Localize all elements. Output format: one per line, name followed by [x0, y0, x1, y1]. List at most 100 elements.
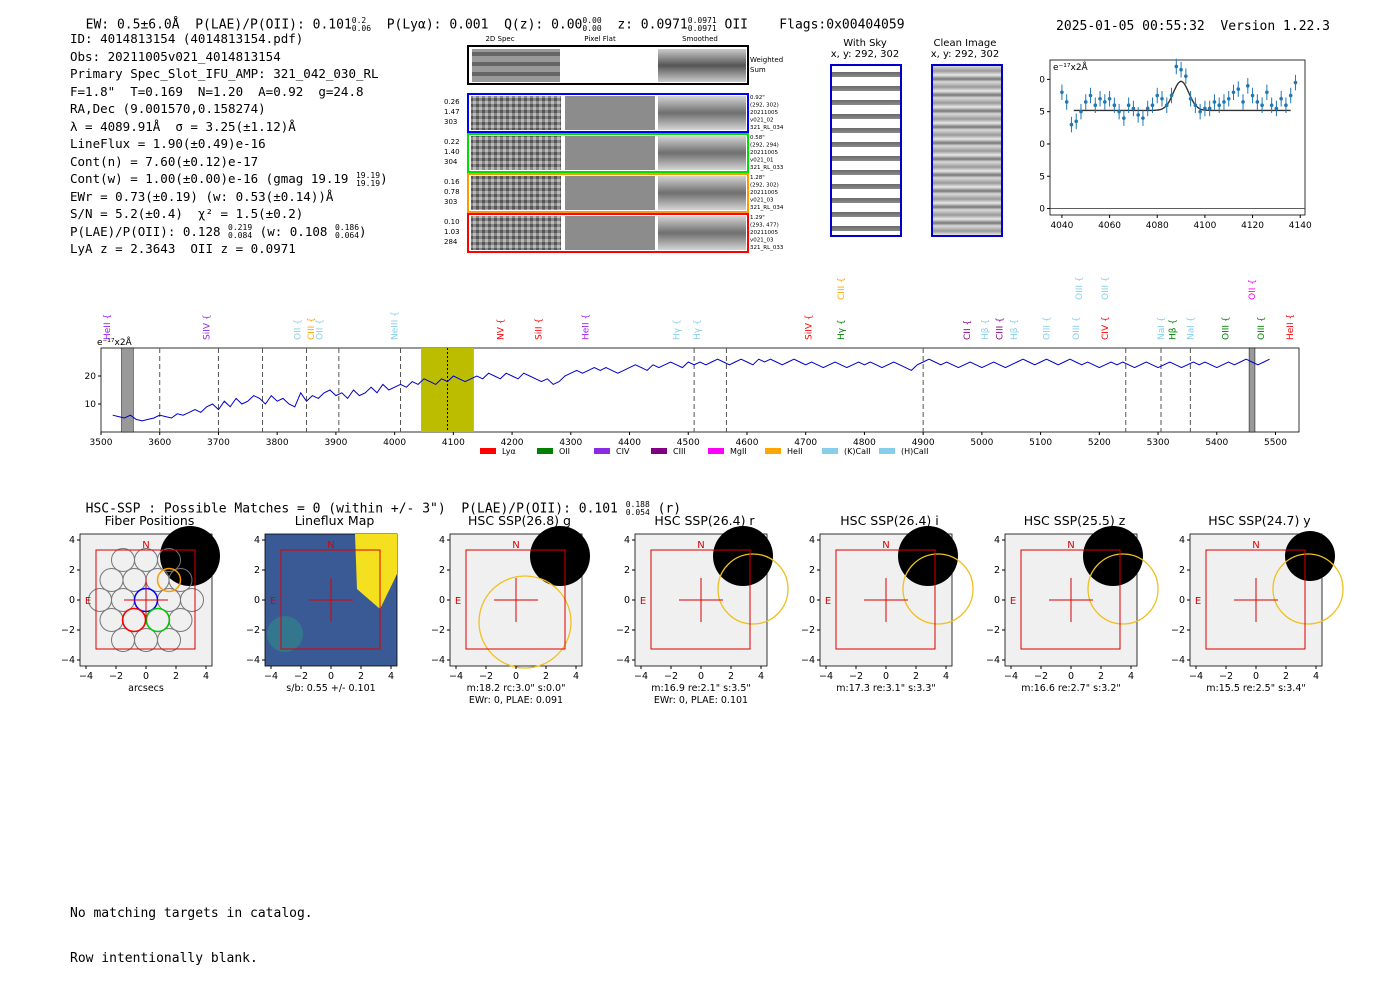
emission-line-label: CIII { [837, 277, 847, 300]
zoom-xtick-label: 4080 [1146, 221, 1169, 231]
zoom-point [1284, 103, 1288, 108]
cutout-right-label: 321_RL_033 [750, 165, 784, 171]
weighted-smooth [658, 49, 746, 82]
emission-line-text: OII { [1248, 279, 1258, 300]
compass-e: E [455, 596, 461, 607]
cutout-left-label: 0.16 [444, 178, 460, 186]
zoom-point [1107, 96, 1112, 101]
imaging-xtick-label: −2 [849, 671, 863, 682]
zoom-point [1255, 100, 1260, 104]
header-qz: Q(z): 0.00 [504, 17, 583, 33]
emission-line-label: SiIV { [805, 314, 815, 340]
zoom-point [1112, 103, 1117, 108]
col-label-pixelflat: Pixel Flat [584, 35, 616, 43]
imaging-xtick-label: 0 [513, 671, 519, 682]
zoom-ytick-label: 5 [1040, 172, 1045, 182]
imaging-ytick-label: −2 [431, 625, 445, 636]
full-masked-band [121, 347, 134, 433]
cutout-left-label: 0.78 [444, 188, 460, 196]
cutout-2dspec [471, 96, 561, 130]
emission-line-text: NV { [496, 319, 506, 340]
cutout-panel: 2D Spec Pixel Flat Smoothed Weighted Sum… [440, 32, 790, 257]
zoom-point [1117, 109, 1121, 114]
info-plae-hi: 0.219 [228, 223, 253, 232]
imaging-ytick-label: −2 [986, 625, 1000, 636]
aperture-ellipse [478, 575, 572, 669]
legend-label: CIII [673, 447, 686, 456]
info-contw: Cont(w) = 1.00(±0.00)e-16 (gmag 19.19 19… [70, 170, 388, 188]
zoom-axes-frame [1049, 59, 1306, 216]
zoom-point [1203, 106, 1207, 111]
zoom-point [1193, 103, 1198, 108]
imaging-title: HSC SSP(26.8) g [468, 513, 571, 528]
hsc-summary-text: HSC-SSP : Possible Matches = 0 (within +… [85, 501, 618, 517]
imaging-ytick-label: −4 [246, 655, 260, 666]
cutout-pixelflat [565, 136, 655, 170]
imaging-xtick-label: −4 [449, 671, 463, 682]
legend-swatch [651, 448, 667, 454]
cutout-2dspec [471, 176, 561, 210]
version: Version 1.22.3 [1220, 19, 1330, 34]
cutout-smoothed [658, 216, 746, 250]
emission-line-text: Hγ { [673, 319, 683, 340]
imaging-xtick-label: 0 [328, 671, 334, 682]
zoom-point [1136, 113, 1140, 117]
imaging-title: Lineflux Map [295, 513, 375, 528]
cutout-left-label: 0.26 [444, 98, 460, 106]
imaging-xtick-label: −2 [294, 671, 308, 682]
full-xtick-label: 4600 [736, 438, 759, 448]
emission-line-label: OIII { [1072, 316, 1082, 340]
emission-line-label: CIII { [307, 317, 317, 340]
compass-n: N [1067, 540, 1074, 551]
legend-label: CIV [616, 447, 630, 456]
emission-line-label: OII { [1248, 279, 1258, 300]
cutout-left-label: 0.22 [444, 138, 460, 146]
imaging-ytick-label: 2 [624, 565, 630, 576]
zoom-ytick-label: 0 [1040, 205, 1045, 215]
imaging-xlabel: m:16.9 re:2.1" s:3.5" [651, 683, 751, 694]
imaging-ytick-label: 0 [809, 595, 815, 606]
cutout-smoothed [658, 96, 746, 130]
aperture-ellipse [1087, 553, 1159, 625]
emission-line-text: SiII { [535, 318, 545, 340]
emission-line-label: NV { [496, 319, 506, 340]
weighted-label-1: Weighted [750, 56, 783, 64]
search-box [465, 549, 566, 650]
compass-e: E [270, 596, 276, 607]
imaging-ytick-label: 4 [1179, 535, 1185, 546]
imaging-xtick-label: 0 [883, 671, 889, 682]
header-z-line: OII [724, 17, 748, 33]
imaging-ytick-label: −4 [61, 655, 75, 666]
header-qz-lo: 0.00 [582, 24, 602, 33]
weighted-label-2: Sum [750, 66, 766, 74]
zoom-point [1288, 93, 1293, 98]
cutout-right-label: 20211005 [750, 150, 778, 156]
with-sky-image [830, 64, 902, 237]
emission-line-text: OII { [315, 319, 325, 340]
compass-n: N [697, 540, 704, 551]
clean-image [931, 64, 1003, 237]
full-axes-frame [100, 347, 1300, 433]
imaging-ytick-label: 0 [254, 595, 260, 606]
imaging-ytick-label: −2 [246, 625, 260, 636]
zoom-point [1207, 106, 1212, 111]
zoom-point [1122, 116, 1126, 120]
compass-n: N [142, 540, 149, 551]
imaging-xtick-label: 2 [728, 671, 734, 682]
cutout-left-label: 1.40 [444, 148, 460, 156]
full-masked-band [1248, 347, 1256, 433]
cutout-right-label: 20211005 [750, 190, 778, 196]
imaging-ytick-label: −2 [1171, 625, 1185, 636]
emission-line-label: NaI { [1186, 317, 1196, 341]
fiber-circle [157, 628, 181, 653]
header-z-lo: 0.0971 [687, 24, 717, 33]
cutout-right-label: (292, 302) [750, 183, 779, 189]
cutout-right-label: 20211005 [750, 230, 778, 236]
imaging-ytick-label: 2 [809, 565, 815, 576]
info-lambda: λ = 4089.91Å σ = 3.25(±1.12)Å [70, 118, 296, 134]
zoom-point [1184, 74, 1188, 78]
emission-line-text: Hβ { [1010, 319, 1020, 340]
zoom-point [1064, 100, 1069, 104]
cutout-right-label: (292, 294) [750, 143, 779, 149]
